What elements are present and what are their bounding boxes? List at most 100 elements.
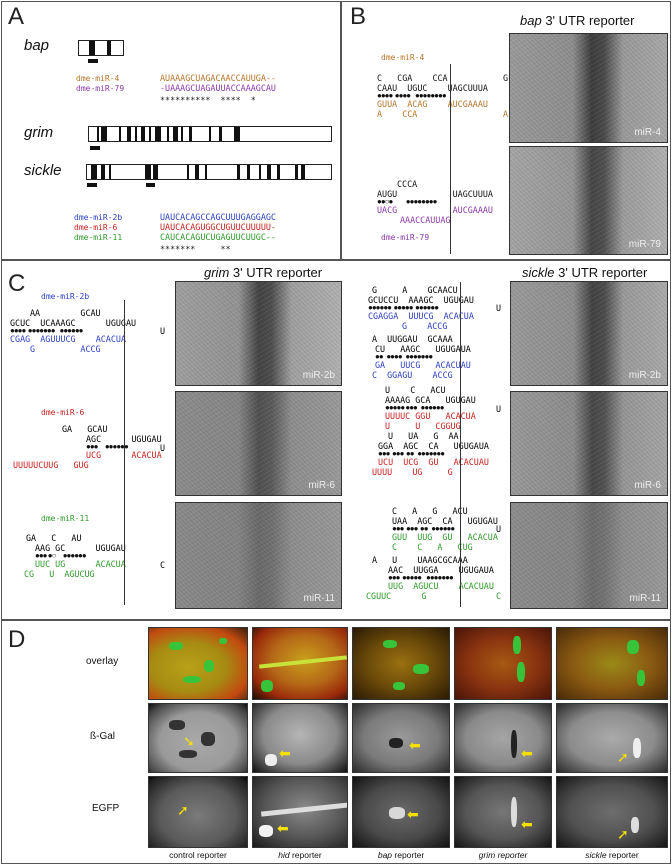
col-label-control: control reporter — [169, 850, 227, 860]
col-label-grim: grim reporter — [478, 850, 528, 860]
arrow-icon: ⬅ — [277, 820, 289, 836]
arrow-icon: ⬅ — [521, 745, 533, 761]
bgal-control: ➘ — [148, 703, 248, 773]
site-mark-sickle-1 — [87, 183, 97, 187]
microscopy-grim-mir2b: miR-2b — [175, 281, 342, 386]
gene-diagram-grim — [88, 126, 332, 142]
sickle-mir6-2-top: U UA G AA — [388, 431, 459, 441]
sickle-mir11-2-pairs: ●●● ●●●●● ●●●●●●● — [388, 573, 454, 582]
mir-label-mir4-a: dme-miR-4 — [76, 74, 120, 83]
image-label-sickle-mir11: miR-11 — [629, 593, 661, 604]
arrow-icon: ⬅ — [521, 816, 533, 832]
egfp-grim: ⬅ — [454, 776, 552, 848]
row-label-bgal: ß-Gal — [90, 731, 115, 742]
mir-label-mir11-a: dme-miR-11 — [74, 233, 123, 242]
sickle-mir2b-1-top: G A GCAACU — [372, 285, 458, 295]
duplex-mir79-mid: AUGU UAGCUUUA — [377, 189, 493, 199]
duplex-mir4-pairs: ●●●● ●●●● ●●●●●●●● — [377, 91, 447, 100]
conservation-stars-grim: ******* ** — [160, 244, 231, 254]
grim-mir2b-bot2: G ACCG — [30, 344, 101, 354]
image-label-sickle-mir6: miR-6 — [634, 480, 661, 491]
microscopy-sickle-mir6: miR-6 — [510, 391, 668, 496]
panel-b-title: bap 3' UTR reporter — [520, 13, 635, 28]
panel-d-frame — [1, 620, 671, 864]
sickle-mir6-2-pairs: ●●● ●●● ●● ●●●●●●● — [378, 449, 445, 458]
microscopy-grim-mir11: miR-11 — [175, 502, 342, 609]
duplex-mir4-bot: GUUA ACAG AUCGAAAU — [377, 99, 488, 109]
image-label-mir79: miR-79 — [628, 239, 661, 250]
panel-c-grim-title: grim 3' UTR reporter — [204, 265, 323, 280]
grim-mir2b-bot: CGAG AGUUUCG ACACUA — [10, 334, 126, 344]
image-label-sickle-mir2b: miR-2b — [628, 370, 661, 381]
bgal-bap: ⬅ — [352, 703, 450, 773]
duplex-mir79-bot2: AAACCAUUAG — [400, 215, 451, 225]
sickle-mir11-1-pairs: ●●● ●●● ●● ●●●●●● — [392, 524, 455, 533]
microscopy-bap-mir4: miR-4 — [509, 33, 668, 143]
gene-name-bap: bap — [24, 37, 50, 54]
seq-mir79-a: -UAAAGCUAGAUUACCAAAGCAU — [160, 83, 276, 93]
sickle-mir2b-2-mid: CU AAGC UGUGAUA — [375, 344, 471, 354]
gene-diagram-bap — [78, 40, 124, 56]
grim-mir11-end: C — [160, 560, 166, 570]
sickle-mir2b-2-pairs: ●● ●●●● ●●●●●●● — [375, 352, 433, 361]
bgal-grim: ⬅ — [454, 703, 552, 773]
sickle-mir2b-2-top: A UUGGAU GCAAA — [372, 334, 453, 344]
sickle-mir2b-1-end: U — [496, 303, 502, 313]
sickle-mir11-2-end: C — [496, 591, 502, 601]
gene-name-grim: grim — [24, 124, 54, 141]
seq-mir11-a: CAUCACAGUCUGAGUUCUUGC-- — [160, 232, 276, 242]
site-mark-bap — [88, 59, 98, 63]
seed-divider-c-sickle — [460, 282, 461, 607]
microscopy-grim-mir6: miR-6 — [175, 391, 342, 496]
image-label-grim-mir2b: miR-2b — [302, 370, 335, 381]
sickle-mir2b-2-bot: GA UUCG ACACUAU — [375, 360, 471, 370]
sickle-mir11-2-bot: UUG AGUCU ACACUAU — [388, 581, 494, 591]
sickle-mir6-1-bot2: U U CGGUG — [385, 421, 461, 431]
arrow-icon: ⬅ — [409, 737, 421, 753]
arrow-icon: ➚ — [617, 826, 629, 842]
mir-label-mir79-a: dme-miR-79 — [76, 84, 125, 93]
duplex-mir4-bot2: A CCA A — [377, 109, 509, 119]
panel-a-frame — [1, 1, 341, 260]
seed-divider-c-grim — [124, 300, 125, 605]
grim-mir2b-mid: GCUC UCAAAGC UGUGAU — [10, 318, 137, 328]
mir-label-mir6-a: dme-miR-6 — [74, 223, 118, 232]
site-mark-sickle-2 — [146, 183, 155, 187]
sickle-mir6-2-mid: GGA AGC CA UGUGAUA — [378, 441, 489, 451]
overlay-bap — [352, 627, 450, 700]
sickle-mir2b-1-bot: CGAGGA UUUCG ACACUA — [368, 311, 474, 321]
col-label-sickle: sickle reporter — [585, 850, 639, 860]
sickle-mir11-2-mid: AAC UUGGA UGUGAUA — [388, 565, 494, 575]
panel-label-d: D — [8, 626, 26, 653]
col-label-hid: hid reporter — [278, 850, 322, 860]
microscopy-bap-mir79: miR-79 — [509, 146, 668, 255]
grim-mir6-bot: UCG ACACUA — [86, 450, 162, 460]
grim-mir6-pairs: ●●● ●●●●●● — [86, 442, 129, 451]
sickle-mir2b-2-bot2: C GGAGU ACCG — [372, 370, 453, 380]
row-label-overlay: overlay — [86, 656, 119, 667]
grim-mir6-bot2: UUUUUCUUG GUG — [13, 460, 89, 470]
seq-mir4-a: AUAAAGCUAGACAACCAUUGA-- — [160, 73, 276, 83]
mir-label-mir4-b: dme-miR-4 — [381, 53, 425, 62]
grim-mir6-mid: AGC UGUGAU — [86, 434, 162, 444]
egfp-bap: ⬅ — [352, 776, 450, 848]
sickle-mir11-1-end: U — [496, 524, 502, 534]
site-mark-grim — [90, 146, 100, 150]
seed-divider-b — [450, 64, 451, 254]
grim-mir2b-pairs: ●●●● ●●●●●●● ●●●●●● — [10, 326, 83, 335]
sickle-mir11-1-bot: GUU UUG GU ACACUA — [392, 532, 498, 542]
arrow-icon: ➘ — [183, 733, 195, 749]
egfp-hid: ⬅ — [252, 776, 348, 848]
overlay-grim — [454, 627, 552, 700]
panel-b-frame — [341, 1, 671, 260]
sickle-mir6-1-bot: UUUUC GGU ACACUA — [385, 411, 476, 421]
image-label-grim-mir11: miR-11 — [303, 593, 335, 604]
duplex-mir4-top: C CGA CCA G — [377, 73, 509, 83]
bgal-sickle: ➚ — [556, 703, 668, 773]
grim-mir11-top: GA C AU — [26, 533, 82, 543]
arrow-icon: ⬅ — [279, 745, 291, 761]
overlay-sickle — [556, 627, 668, 700]
panel-label-b: B — [350, 3, 367, 30]
egfp-sickle: ➚ — [556, 776, 668, 848]
sickle-mir6-1-top: U C ACU — [385, 385, 446, 395]
